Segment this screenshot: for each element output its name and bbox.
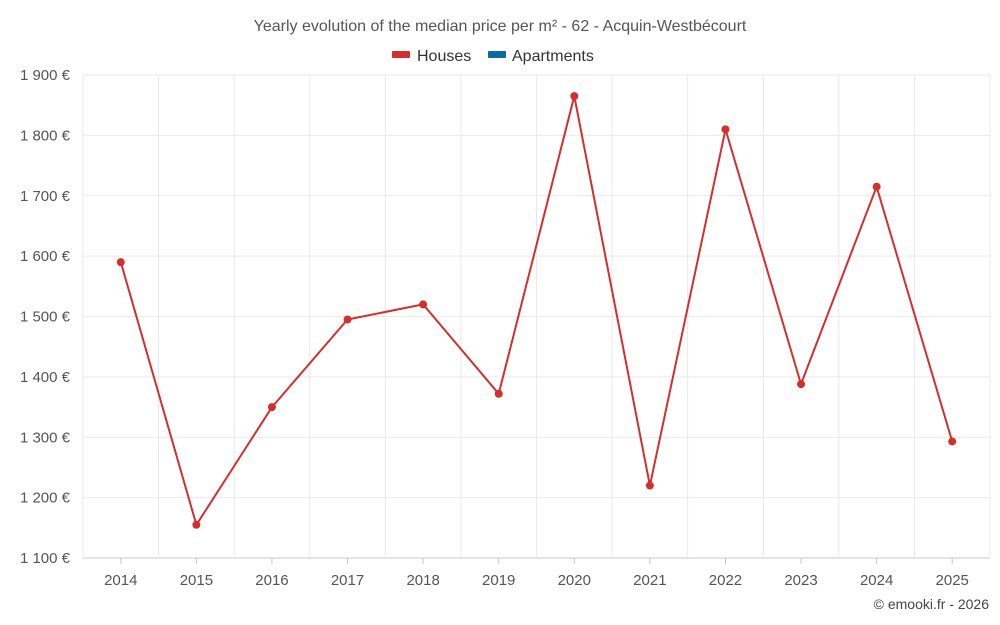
y-tick-label: 1 200 € xyxy=(20,490,71,507)
x-tick-label: 2018 xyxy=(406,572,439,589)
x-tick-label: 2015 xyxy=(180,572,213,589)
x-tick-label: 2016 xyxy=(255,572,288,589)
y-tick-label: 1 100 € xyxy=(20,550,71,567)
data-point-houses[interactable] xyxy=(948,437,957,446)
legend: Houses Apartments xyxy=(392,48,594,65)
series-line-houses xyxy=(119,95,954,526)
x-axis-ticks: 2014 2015 2016 2017 2018 2019 2020 2021 2022 2023… xyxy=(104,558,969,589)
x-tick-label: 2024 xyxy=(860,572,893,589)
legend-label-apartments[interactable]: Apartments xyxy=(512,48,594,65)
y-axis-ticks: 1 100 € 1 200 € 1 300 € 1 400 € 1 500 € 1 600… xyxy=(20,67,71,567)
credit-text: © emooki.fr - 2026 xyxy=(874,596,990,612)
y-tick-label: 1 600 € xyxy=(20,248,71,265)
data-point-houses[interactable] xyxy=(192,520,201,529)
x-tick-label: 2025 xyxy=(936,572,969,589)
data-point-houses[interactable] xyxy=(267,403,276,412)
data-point-houses[interactable] xyxy=(872,182,881,191)
legend-label-houses[interactable]: Houses xyxy=(417,48,471,65)
data-point-houses[interactable] xyxy=(797,380,806,389)
x-tick-label: 2014 xyxy=(104,572,137,589)
y-tick-label: 1 300 € xyxy=(20,429,71,446)
data-point-houses[interactable] xyxy=(494,389,503,398)
data-point-houses[interactable] xyxy=(645,481,654,490)
grid xyxy=(82,74,991,559)
data-point-houses[interactable] xyxy=(343,315,352,324)
y-tick-label: 1 900 € xyxy=(20,67,71,84)
data-point-houses[interactable] xyxy=(419,300,428,309)
x-tick-label: 2017 xyxy=(331,572,364,589)
data-point-houses[interactable] xyxy=(116,258,125,267)
y-tick-label: 1 400 € xyxy=(20,369,71,386)
legend-swatch-apartments xyxy=(488,51,506,58)
data-point-houses[interactable] xyxy=(570,92,579,101)
y-tick-label: 1 700 € xyxy=(20,188,71,205)
x-tick-label: 2022 xyxy=(709,572,742,589)
y-tick-label: 1 500 € xyxy=(20,309,71,326)
data-point-houses[interactable] xyxy=(721,125,730,134)
series-houses xyxy=(116,92,957,529)
x-tick-label: 2020 xyxy=(558,572,591,589)
x-tick-label: 2023 xyxy=(784,572,817,589)
x-tick-label: 2019 xyxy=(482,572,515,589)
chart-title: Yearly evolution of the median price per… xyxy=(254,18,747,35)
y-tick-label: 1 800 € xyxy=(20,127,71,144)
x-tick-label: 2021 xyxy=(633,572,666,589)
legend-swatch-houses xyxy=(392,51,410,58)
